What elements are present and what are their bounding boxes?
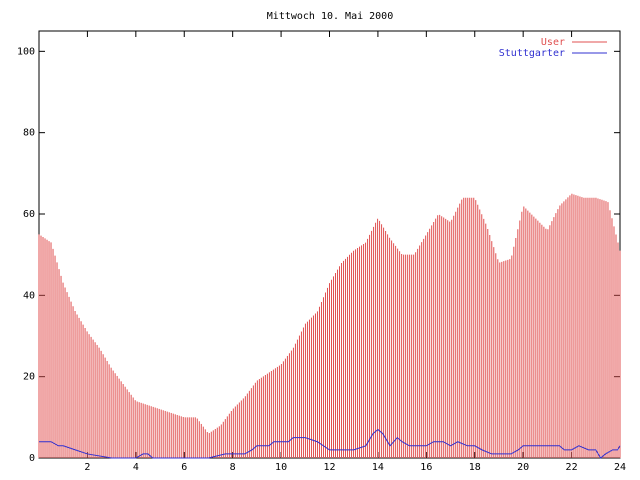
y-tick-label: 100 [17, 46, 35, 57]
x-tick-label: 16 [420, 462, 432, 473]
x-tick-label: 18 [469, 462, 481, 473]
x-tick-label: 2 [84, 462, 90, 473]
series-user [38, 193, 621, 458]
x-tick-label: 6 [181, 462, 187, 473]
x-tick-label: 8 [230, 462, 236, 473]
x-tick-label: 14 [372, 462, 384, 473]
x-tick-label: 12 [323, 462, 335, 473]
y-axis: 0 20 40 60 80 100 [17, 46, 620, 464]
y-tick-label: 60 [23, 209, 35, 220]
series-stuttgarter [39, 428, 621, 459]
y-tick-label: 40 [23, 290, 35, 301]
legend-label: User [541, 37, 565, 48]
series-line [39, 428, 621, 459]
x-tick-label: 20 [517, 462, 529, 473]
y-tick-label: 80 [23, 128, 35, 139]
legend-label: Stuttgarter [499, 48, 565, 59]
x-tick-label: 10 [275, 462, 287, 473]
y-tick-label: 0 [29, 453, 35, 464]
chart-title: Mittwoch 10. Mai 2000 [267, 11, 393, 22]
x-tick-label: 22 [566, 462, 578, 473]
series-layer [38, 193, 621, 459]
x-tick-label: 4 [133, 462, 139, 473]
x-tick-label: 24 [614, 462, 626, 473]
y-tick-label: 20 [23, 372, 35, 383]
